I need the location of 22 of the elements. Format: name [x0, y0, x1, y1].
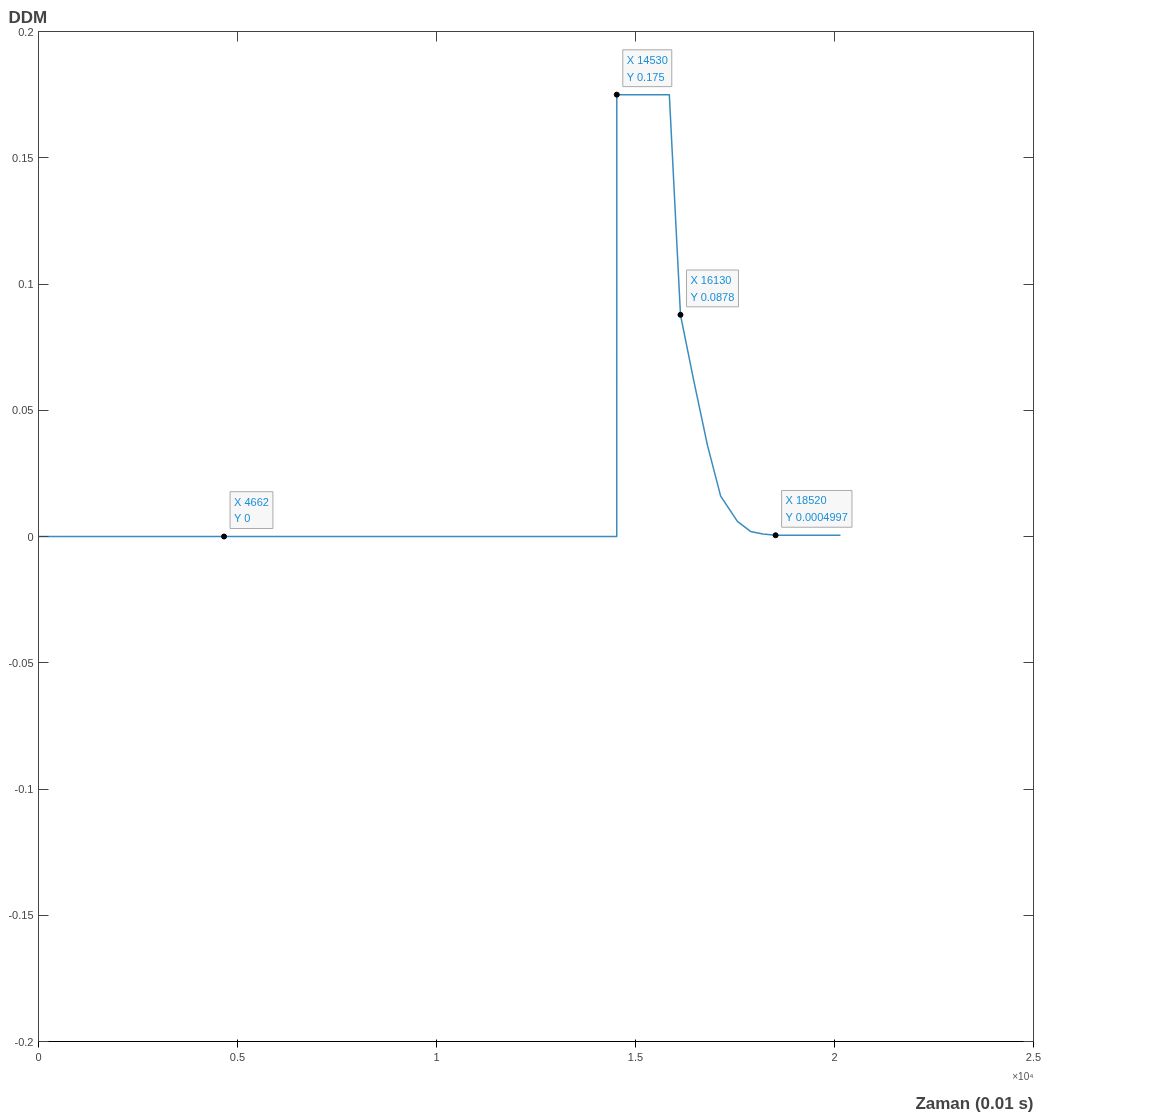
text: ×10⁴: [1012, 1070, 1034, 1082]
annotation: X 16130 Y 0.0878: [690, 274, 735, 303]
annotation: X 14530 Y 0.175: [626, 53, 668, 83]
annotation: X 4662 Y 0: [234, 495, 269, 525]
x-tick-label: 0: [35, 1050, 42, 1063]
y-axis-title: DDM: [8, 7, 48, 27]
annotation: X 18520 Y 0.0004997: [785, 494, 848, 524]
x-tick-label: 1.5: [627, 1050, 644, 1063]
y-tick-label: 0.2: [18, 25, 34, 38]
y-tick-label: -0.2: [14, 1035, 34, 1048]
x-tick-label: 2: [831, 1050, 838, 1063]
x-tick-label: 1: [433, 1050, 440, 1063]
y-tick-label: 0: [27, 530, 34, 543]
x-tick-label: 0.5: [229, 1050, 246, 1063]
y-tick-label: 0.15: [12, 151, 34, 164]
y-tick-label: -0.15: [8, 909, 34, 922]
y-tick-label: -0.05: [8, 656, 34, 669]
y-tick-label: 0.05: [12, 404, 34, 417]
x-tick-label: 2.5: [1025, 1050, 1042, 1063]
y-tick-label: -0.1: [14, 783, 34, 795]
y-tick-label: 0.1: [18, 278, 34, 290]
x-axis-title: Zaman (0.01 s): [915, 1093, 1034, 1113]
